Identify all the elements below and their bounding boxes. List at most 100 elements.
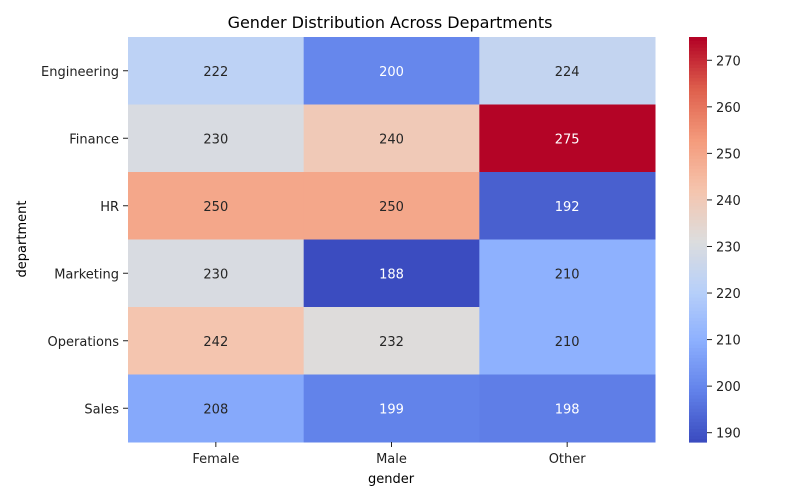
colorbar-slice	[689, 205, 707, 210]
heatmap-cell	[303, 374, 480, 443]
colorbar-slice	[689, 158, 707, 163]
colorbar-slice	[689, 209, 707, 214]
y-tick-label: Operations	[48, 335, 120, 350]
colorbar-slice	[689, 118, 707, 122]
colorbar-slice	[689, 43, 707, 48]
colorbar-slice	[689, 229, 707, 234]
colorbar-slice	[689, 236, 707, 241]
colorbar-slice	[689, 249, 707, 254]
colorbar-slice	[689, 155, 707, 160]
colorbar-slice	[689, 239, 707, 244]
heatmap-cell	[479, 172, 656, 240]
colorbar-slice	[689, 178, 707, 183]
colorbar-slice	[689, 145, 707, 149]
colorbar-slice	[689, 266, 707, 271]
heatmap-cell	[303, 172, 480, 240]
colorbar-slice	[689, 317, 707, 322]
y-tick-label: Marketing	[54, 267, 119, 282]
colorbar-slice	[689, 192, 707, 197]
colorbar-slice	[689, 357, 707, 362]
colorbar-slice	[689, 77, 707, 82]
colorbar-slice	[689, 195, 707, 200]
heatmap-cell	[479, 37, 656, 105]
colorbar-slice	[689, 172, 707, 176]
colorbar-slice	[689, 80, 707, 85]
colorbar-slice	[689, 57, 707, 62]
colorbar-slice	[689, 307, 707, 311]
colorbar-slice	[689, 188, 707, 193]
colorbar-slice	[689, 361, 707, 365]
heatmap-cells: 222 200 224 230 240 275 250 250 192 230 188 210 242 2…	[128, 37, 656, 443]
colorbar-slice	[689, 134, 707, 139]
cell-value-label: 188	[379, 267, 404, 282]
colorbar-slice	[689, 401, 707, 406]
y-tick-label: Engineering	[41, 65, 119, 80]
colorbar-slice	[689, 232, 707, 237]
colorbar-slice	[689, 394, 707, 399]
colorbar-tick-label: 270	[716, 54, 741, 69]
heatmap-cell	[128, 239, 305, 308]
colorbar-slice	[689, 37, 707, 41]
colorbar-slice	[689, 175, 707, 180]
heatmap-cell	[479, 239, 656, 308]
colorbar-slice	[689, 242, 707, 247]
colorbar-slice	[689, 67, 707, 72]
colorbar-slice	[689, 91, 707, 95]
colorbar-slice	[689, 374, 707, 379]
heatmap-cell	[128, 307, 305, 375]
colorbar-slice	[689, 131, 707, 136]
colorbar-slice	[689, 161, 707, 166]
cell-value-label: 198	[555, 402, 580, 417]
heatmap-cell	[479, 374, 656, 443]
colorbar-tick-label: 230	[716, 240, 741, 255]
colorbar-slice	[689, 60, 707, 65]
colorbar-slice	[689, 381, 707, 386]
colorbar-tick-label: 200	[716, 380, 741, 395]
colorbar-slice	[689, 128, 707, 133]
heatmap-cell	[303, 37, 480, 105]
colorbar-slice	[689, 283, 707, 288]
colorbar-slice	[689, 138, 707, 143]
colorbar-slice	[689, 290, 707, 295]
cell-value-label: 200	[379, 65, 404, 80]
colorbar-slice	[689, 293, 707, 298]
colorbar-slice	[689, 296, 707, 301]
colorbar-slice	[689, 148, 707, 153]
cell-value-label: 240	[379, 132, 404, 147]
colorbar-slice	[689, 371, 707, 376]
colorbar-slice	[689, 313, 707, 318]
colorbar-slice	[689, 114, 707, 119]
colorbar-slice	[689, 377, 707, 382]
colorbar-tick-label: 220	[716, 287, 741, 302]
colorbar-tick-label: 190	[716, 427, 741, 442]
colorbar-slice	[689, 330, 707, 335]
colorbar-slice	[689, 168, 707, 173]
colorbar-slice	[689, 246, 707, 251]
colorbar-slice	[689, 435, 707, 440]
colorbar-slice	[689, 286, 707, 291]
colorbar-slice	[689, 300, 707, 305]
colorbar-slice	[689, 340, 707, 345]
colorbar-slice	[689, 87, 707, 92]
colorbar-slice	[689, 384, 707, 389]
y-axis-ticks: Engineering Finance HR Marketing Operations S…	[41, 65, 128, 417]
colorbar-slice	[689, 199, 707, 203]
x-tick-label: Other	[549, 452, 587, 467]
y-axis-label: department	[15, 201, 30, 278]
cell-value-label: 275	[555, 132, 580, 147]
cell-value-label: 224	[555, 65, 580, 80]
colorbar-slice	[689, 253, 707, 257]
cell-value-label: 192	[555, 200, 580, 215]
heatmap-cell	[128, 172, 305, 240]
colorbar-slice	[689, 215, 707, 220]
colorbar-slice	[689, 431, 707, 436]
cell-value-label: 222	[203, 65, 228, 80]
colorbar-slice	[689, 256, 707, 261]
colorbar-slice	[689, 310, 707, 315]
y-tick-label: Sales	[84, 402, 119, 417]
x-axis-label: gender	[368, 472, 415, 487]
cell-value-label: 230	[203, 132, 228, 147]
colorbar-slice	[689, 107, 707, 112]
colorbar-slice	[689, 202, 707, 207]
colorbar-slice	[689, 165, 707, 170]
